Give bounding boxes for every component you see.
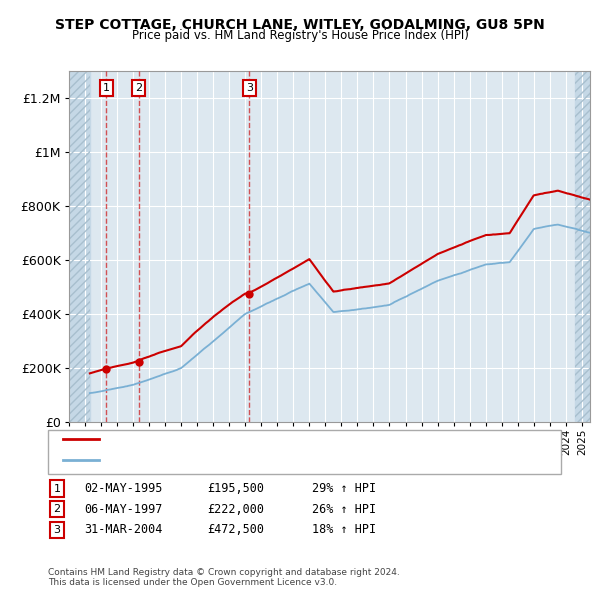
Text: 1: 1 xyxy=(103,83,110,93)
Text: 02-MAY-1995: 02-MAY-1995 xyxy=(84,482,163,495)
Text: Contains HM Land Registry data © Crown copyright and database right 2024.
This d: Contains HM Land Registry data © Crown c… xyxy=(48,568,400,587)
Text: 18% ↑ HPI: 18% ↑ HPI xyxy=(312,523,376,536)
Text: 2: 2 xyxy=(135,83,142,93)
Text: 2: 2 xyxy=(53,504,61,514)
Text: 1: 1 xyxy=(53,484,61,493)
Text: £222,000: £222,000 xyxy=(207,503,264,516)
Text: STEP COTTAGE, CHURCH LANE, WITLEY, GODALMING, GU8 5PN: STEP COTTAGE, CHURCH LANE, WITLEY, GODAL… xyxy=(55,18,545,32)
Text: STEP COTTAGE, CHURCH LANE, WITLEY, GODALMING, GU8 5PN (detached house): STEP COTTAGE, CHURCH LANE, WITLEY, GODAL… xyxy=(105,434,528,444)
Text: HPI: Average price, detached house, Waverley: HPI: Average price, detached house, Wave… xyxy=(105,455,346,464)
Text: 06-MAY-1997: 06-MAY-1997 xyxy=(84,503,163,516)
Text: £472,500: £472,500 xyxy=(207,523,264,536)
Text: 3: 3 xyxy=(246,83,253,93)
Text: Price paid vs. HM Land Registry's House Price Index (HPI): Price paid vs. HM Land Registry's House … xyxy=(131,30,469,42)
Text: 31-MAR-2004: 31-MAR-2004 xyxy=(84,523,163,536)
Text: 29% ↑ HPI: 29% ↑ HPI xyxy=(312,482,376,495)
Text: £195,500: £195,500 xyxy=(207,482,264,495)
Text: 26% ↑ HPI: 26% ↑ HPI xyxy=(312,503,376,516)
Text: 3: 3 xyxy=(53,525,61,535)
